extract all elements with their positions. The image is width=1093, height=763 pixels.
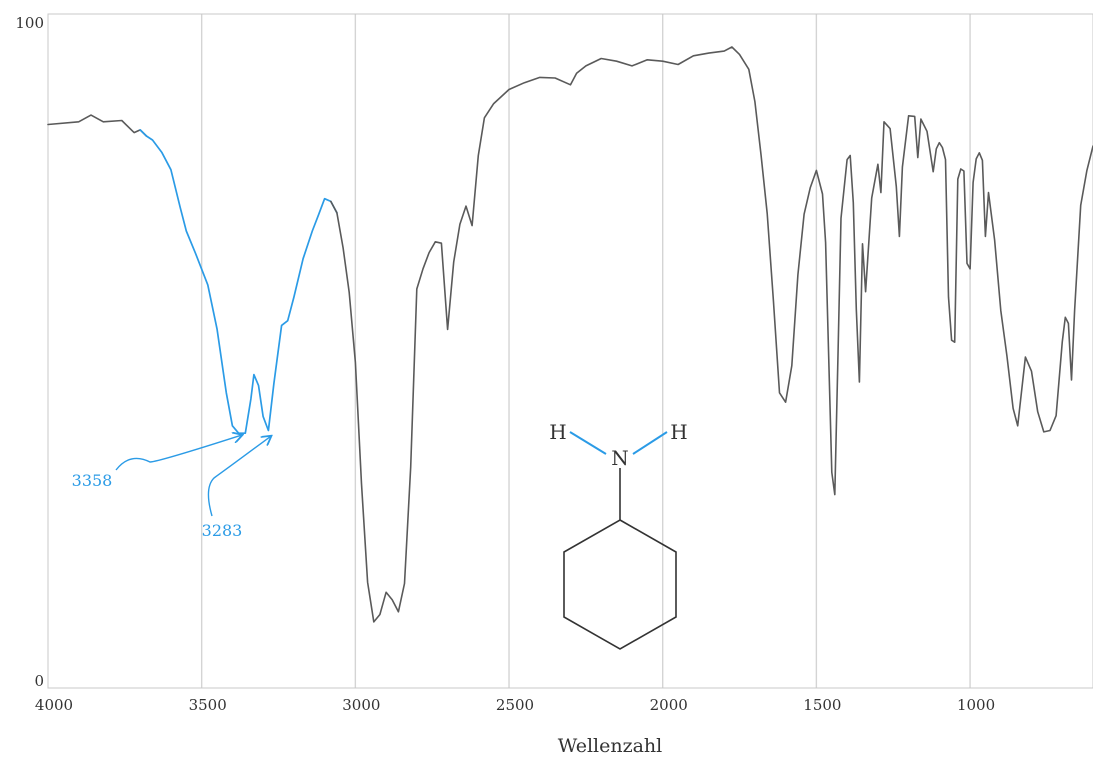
spectrum-line-nh-region (139, 129, 338, 435)
plot-frame (47, 13, 1093, 689)
molecule-structure: H N H (549, 420, 688, 650)
spectrum-line-segment-2 (330, 46, 1093, 623)
y-tick-labels: 0 100 (15, 14, 44, 690)
spectrum-line-segment-0 (47, 114, 148, 137)
x-tick-label-2000: 2000 (650, 696, 688, 714)
x-tick-labels: 4000 3500 3000 2500 2000 1500 1000 (35, 696, 995, 714)
x-axis-title: Wellenzahl (558, 735, 663, 757)
x-tick-label-2500: 2500 (496, 696, 534, 714)
x-tick-label-1500: 1500 (803, 696, 841, 714)
atom-h-left: H (549, 420, 566, 444)
spectrum-curves (47, 46, 1093, 623)
annotation-label-3358: 3358 (72, 471, 113, 490)
x-tick-label-1000: 1000 (957, 696, 995, 714)
peak-annotations: 3358 3283 (72, 435, 271, 540)
grid-lines (200, 14, 971, 688)
atom-n: N (611, 446, 629, 470)
x-tick-label-3000: 3000 (342, 696, 380, 714)
bond-n-h-right (632, 431, 668, 455)
annotation-arrow-3358 (115, 435, 241, 471)
y-tick-label-100: 100 (15, 14, 44, 32)
annotation-arrow-3283 (207, 437, 270, 517)
y-tick-label-0: 0 (34, 672, 44, 690)
x-tick-label-4000: 4000 (35, 696, 73, 714)
cyclohexane-ring (563, 519, 677, 650)
annotation-label-3283: 3283 (202, 521, 243, 540)
x-tick-label-3500: 3500 (189, 696, 227, 714)
atom-h-right: H (670, 420, 687, 444)
bond-h-n-left (569, 431, 607, 455)
